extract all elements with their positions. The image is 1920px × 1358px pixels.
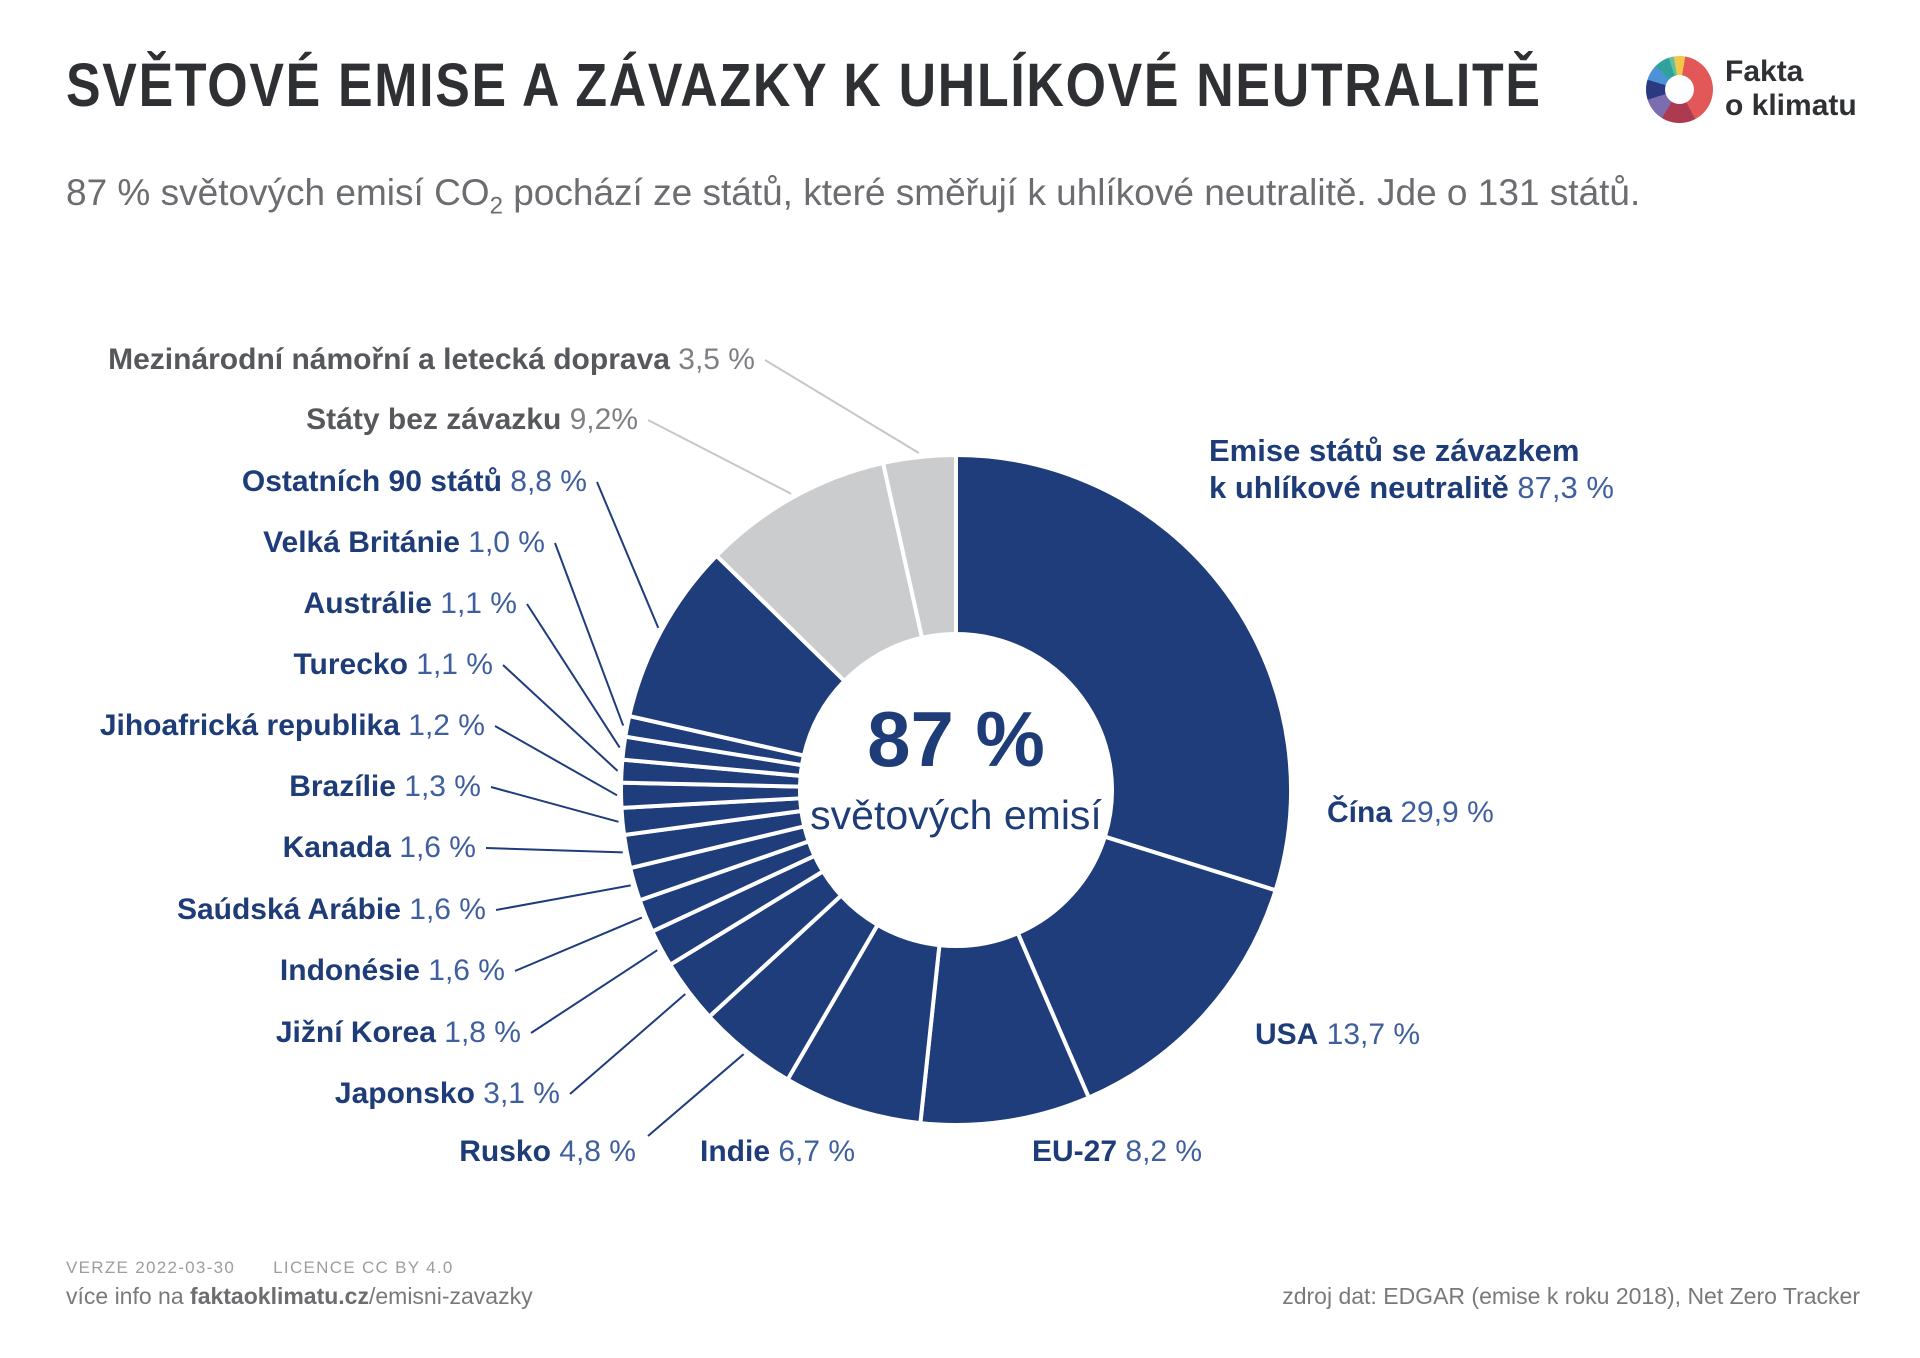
slice-name: Ostatních 90 států xyxy=(241,465,502,498)
footer-info-path: /emisni-zavazky xyxy=(368,1283,533,1309)
slice-value: 9,2% xyxy=(561,403,638,436)
slice-label-indie: Indie 6,7 % xyxy=(700,1132,855,1172)
slice-name: Mezinárodní námořní a letecká doprava xyxy=(108,343,670,376)
slice-value: 1,1 % xyxy=(407,648,493,681)
slice-name: Jižní Korea xyxy=(275,1016,436,1049)
slice-label-jihoafricka: Jihoafrická republika 1,2 % xyxy=(100,706,485,746)
slice-value: 3,1 % xyxy=(474,1077,560,1110)
slice-label-turecko: Turecko 1,1 % xyxy=(293,645,493,685)
slice-usa xyxy=(1015,834,1278,1100)
slice-value: 1,6 % xyxy=(419,954,505,987)
committed-total-line2: k uhlíkové neutralitě 87,3 % xyxy=(1209,470,1614,505)
slice-name: USA xyxy=(1255,1018,1319,1051)
slice-value: 29,9 % xyxy=(1392,796,1494,829)
leader-line-ostatnich xyxy=(596,481,660,629)
slice-label-indonesie: Indonésie 1,6 % xyxy=(280,951,505,991)
slice-name: Indie xyxy=(700,1135,771,1168)
leader-line-maritime xyxy=(764,359,920,454)
slice-name: Brazílie xyxy=(289,770,396,803)
leader-line-jiznikorea xyxy=(530,949,658,1034)
slice-label-rusko: Rusko 4,8 % xyxy=(459,1132,636,1172)
slice-value: 1,1 % xyxy=(431,587,517,620)
slice-label-statybez: Státy bez závazku 9,2% xyxy=(306,400,638,440)
subtitle-subscript: 2 xyxy=(489,192,503,220)
center-caption: světových emisí xyxy=(810,792,1102,838)
slice-name: Japonsko xyxy=(334,1077,475,1110)
slice-name: Státy bez závazku xyxy=(306,403,562,436)
slice-cina xyxy=(954,453,1293,893)
leader-line-indonesie xyxy=(514,916,643,972)
slice-name: Čína xyxy=(1327,796,1393,829)
slice-name: Saúdská Arábie xyxy=(176,893,401,926)
slice-name: EU-27 xyxy=(1032,1135,1118,1168)
slice-value: 13,7 % xyxy=(1318,1018,1421,1051)
footer-info-pre: více info na xyxy=(66,1283,191,1309)
slice-value: 1,6 % xyxy=(390,831,476,864)
leader-line-japonsko xyxy=(569,993,686,1095)
footer-domain-link[interactable]: faktaoklimatu.cz xyxy=(190,1283,369,1309)
subtitle: 87 % světových emisí CO2 pochází ze stát… xyxy=(66,172,1640,220)
leader-line-saudska xyxy=(495,884,631,911)
slice-label-eu27: EU-27 8,2 % xyxy=(1032,1132,1202,1172)
slice-label-velkabritanie: Velká Británie 1,0 % xyxy=(263,523,545,563)
slice-name: Rusko xyxy=(459,1135,551,1168)
slice-name: Kanada xyxy=(282,831,391,864)
subtitle-text-rest: pochází ze států, které směřují k uhlíko… xyxy=(502,172,1641,213)
brand-logo-donut-icon xyxy=(1646,55,1713,123)
slice-value: 1,8 % xyxy=(435,1016,521,1049)
slice-value: 1,3 % xyxy=(395,770,481,803)
slice-value: 1,2 % xyxy=(399,709,485,742)
slice-name: Indonésie xyxy=(279,954,420,987)
slice-label-usa: USA 13,7 % xyxy=(1255,1015,1420,1055)
page-title: SVĚTOVÉ EMISE A ZÁVAZKY K UHLÍKOVÉ NEUTR… xyxy=(66,51,1542,119)
slice-label-kanada: Kanada 1,6 % xyxy=(283,828,476,868)
subtitle-text: 87 % světových emisí CO xyxy=(66,172,490,213)
licence-label: LICENCE CC BY 4.0 xyxy=(273,1258,454,1277)
leader-line-turecko xyxy=(502,664,619,772)
committed-total-value: 87,3 % xyxy=(1517,470,1614,505)
slice-label-japonsko: Japonsko 3,1 % xyxy=(335,1074,560,1114)
footer-info: více info na faktaoklimatu.cz/emisni-zav… xyxy=(66,1283,533,1310)
slice-value: 8,2 % xyxy=(1117,1135,1203,1168)
brand-logo-line2: o klimatu xyxy=(1725,89,1857,122)
slice-value: 8,8 % xyxy=(501,465,587,498)
brand-logo-donut-hole xyxy=(1665,74,1694,104)
slice-maritime xyxy=(881,453,958,640)
slice-label-cina: Čína 29,9 % xyxy=(1327,793,1494,833)
leader-line-velkabritanie xyxy=(554,542,625,726)
slice-name: Jihoafrická republika xyxy=(99,709,400,742)
brand-logo-line1: Fakta xyxy=(1725,55,1804,88)
slice-label-ostatnich: Ostatních 90 států 8,8 % xyxy=(242,462,587,502)
leader-line-brazilie xyxy=(490,786,619,823)
leader-line-jihoafricka xyxy=(494,725,618,797)
slice-name: Turecko xyxy=(293,648,408,681)
center-percent: 87 % xyxy=(867,695,1045,783)
slice-label-australie: Austrálie 1,1 % xyxy=(304,584,517,624)
leader-line-kanada xyxy=(485,847,623,854)
version-label: VERZE 2022-03-30 xyxy=(66,1258,236,1277)
slice-label-brazilie: Brazílie 1,3 % xyxy=(289,767,481,807)
data-source: zdroj dat: EDGAR (emise k roku 2018), Ne… xyxy=(1282,1283,1860,1309)
brand-logo: Fakta o klimatu xyxy=(1646,55,1857,123)
leader-line-statybez xyxy=(647,419,792,495)
committed-total-annotation: Emise států se závazkem k uhlíkové neutr… xyxy=(1209,432,1614,506)
slice-value: 6,7 % xyxy=(770,1135,856,1168)
slice-label-maritime: Mezinárodní námořní a letecká doprava 3,… xyxy=(108,340,755,380)
slice-value: 1,6 % xyxy=(400,893,486,926)
slice-name: Austrálie xyxy=(303,587,432,620)
committed-total-line1: Emise států se závazkem xyxy=(1209,433,1580,468)
slice-label-jiznikorea: Jižní Korea 1,8 % xyxy=(276,1013,521,1053)
slice-value: 3,5 % xyxy=(669,343,755,376)
slice-value: 4,8 % xyxy=(550,1135,636,1168)
slice-value: 1,0 % xyxy=(459,526,545,559)
slice-name: Velká Británie xyxy=(263,526,460,559)
donut-center-label: 87 % světových emisí xyxy=(756,700,1156,839)
leader-line-australie xyxy=(526,603,621,749)
leader-line-rusko xyxy=(647,1053,745,1137)
footer-meta: VERZE 2022-03-30 LICENCE CC BY 4.0 xyxy=(66,1258,492,1278)
slice-label-saudska: Saúdská Arábie 1,6 % xyxy=(177,890,486,930)
brand-logo-text: Fakta o klimatu xyxy=(1725,55,1857,123)
